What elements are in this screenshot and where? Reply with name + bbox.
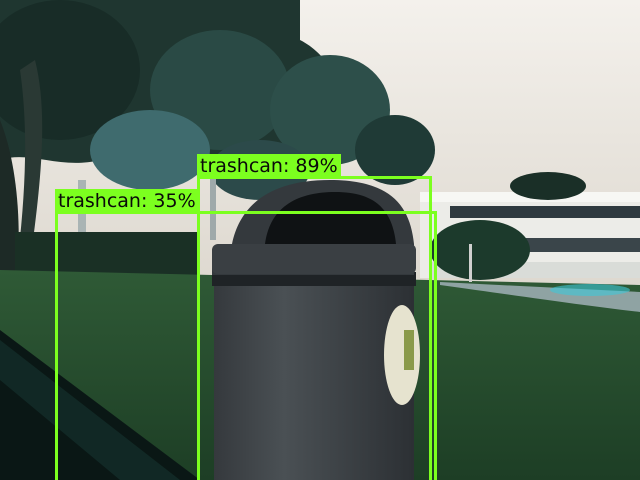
far-tree bbox=[510, 172, 586, 200]
sign-post bbox=[469, 244, 472, 282]
trashcan bbox=[212, 180, 420, 480]
detection-label: trashcan: 35% bbox=[55, 189, 199, 213]
tree-canopy bbox=[0, 0, 435, 200]
detection-box-trashcan-89: trashcan: 89% bbox=[197, 154, 432, 480]
foreground-shadow bbox=[0, 330, 200, 480]
detection-label: trashcan: 89% bbox=[197, 154, 341, 178]
detection-box-trashcan-35: trashcan: 35% bbox=[55, 189, 437, 480]
